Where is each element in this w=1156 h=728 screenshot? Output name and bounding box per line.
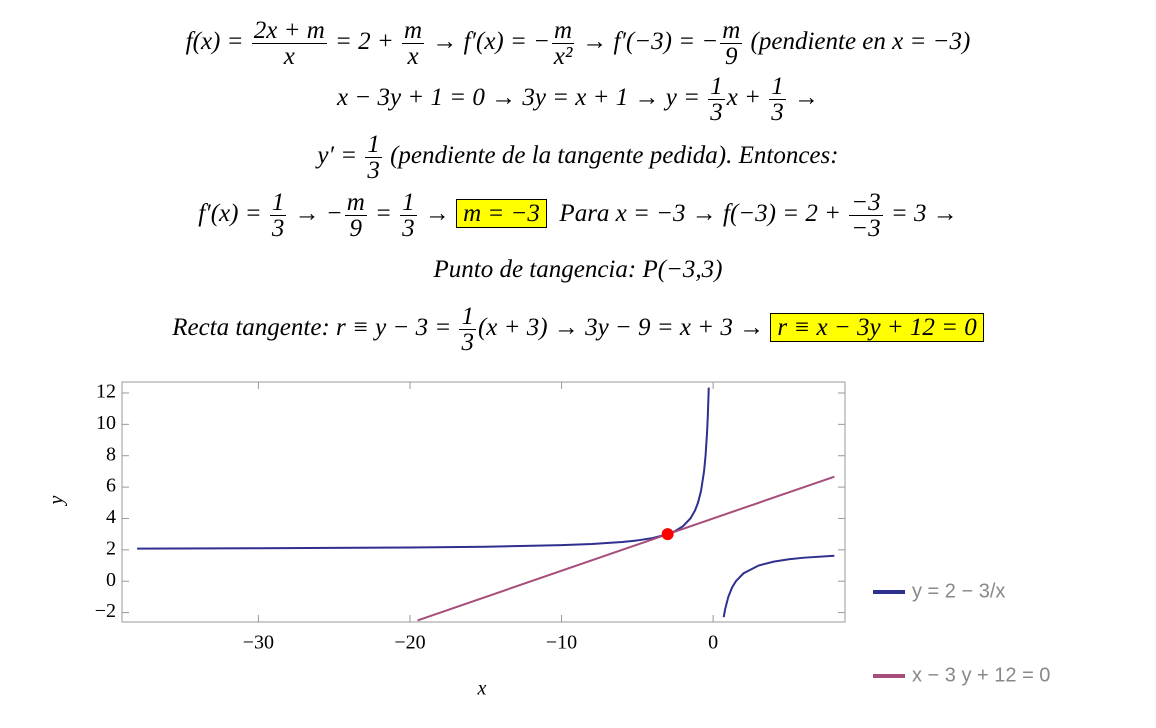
fraction: −3 −3 [849,188,883,242]
x-tick-label: 0 [708,632,718,654]
math-text: → [787,84,819,111]
denominator: 3 [461,328,474,356]
fraction: m x² [551,16,575,70]
y-tick-label: 4 [106,506,116,528]
math-text: (pendiente en x = −3) [744,28,971,55]
y-tick-label: 0 [106,569,116,591]
math-text: x − 3y + 1 = 0 → 3y = x + 1 → y = [337,84,707,111]
numerator: 1 [400,188,417,216]
math-line: Punto de tangencia: P(−3,3) [0,242,1156,300]
math-text: = 3 → [884,200,958,227]
x-tick-label: −20 [394,632,425,654]
x-tick-label: −30 [243,632,274,654]
numerator: m [720,16,743,44]
y-tick-label: 10 [96,412,116,434]
legend-label: y = 2 − 3/x [912,580,1005,602]
math-line: Recta tangente: r ≡ y − 3 = 1 3 (x + 3) → … [0,300,1156,356]
denominator: −3 [851,214,881,242]
numerator: 1 [769,72,786,100]
y-tick-label: 6 [106,475,116,497]
numerator: 2x + m [251,16,327,44]
math-text: Para x = −3 → f(−3) = 2 + [546,200,848,227]
y-tick-label: 2 [106,537,116,559]
tangent-point [661,528,674,541]
math-text: → [418,200,457,227]
denominator: 3 [271,214,285,242]
denominator: 9 [725,42,738,70]
legend-label: x − 3 y + 12 = 0 [912,664,1050,686]
denominator: 9 [349,214,362,242]
y-tick-label: 8 [106,443,116,465]
denominator: 3 [710,98,723,126]
x-tick-label: −10 [546,632,577,654]
denominator: 3 [402,214,415,242]
y-tick-label: −2 [95,600,116,622]
numerator: m [344,188,367,216]
denominator: x [407,42,419,70]
math-text: (pendiente de la tangente pedida). Enton… [383,142,839,169]
highlighted-result: m = −3 [456,199,547,228]
numerator: −3 [849,188,883,216]
numerator: m [402,16,425,44]
x-axis-label: x [477,678,487,700]
numerator: 1 [708,72,725,100]
plot-frame [121,381,846,623]
math-text: y′ = [317,142,364,169]
highlighted-result: r ≡ x − 3y + 12 = 0 [770,313,984,342]
denominator: x² [553,42,573,70]
math-text: x + [726,84,768,111]
numerator: 1 [269,188,287,216]
series-line [417,475,835,622]
math-text: Punto de tangencia: P(−3,3) [433,256,723,283]
numerator: 1 [365,130,382,158]
math-text: = 2 + [328,28,401,55]
numerator: 1 [459,302,476,330]
math-text: f′(x) = [198,200,268,227]
math-text: Recta tangente: r ≡ y − 3 = [172,314,458,341]
math-text: → − [288,200,343,227]
numerator: m [551,16,575,44]
math-text: → f′(x) = − [426,28,550,55]
math-text: (x + 3) → 3y − 9 = x + 3 → [477,314,771,341]
denominator: 3 [367,156,380,184]
math-text: f(x) = [185,28,250,55]
math-text: → f′(−3) = − [576,28,719,55]
denominator: 3 [771,98,784,126]
y-tick-label: 12 [96,381,116,403]
denominator: x [283,42,295,70]
y-axis-label: y [46,495,68,506]
series-line [137,387,835,618]
math-text: = [368,200,399,227]
